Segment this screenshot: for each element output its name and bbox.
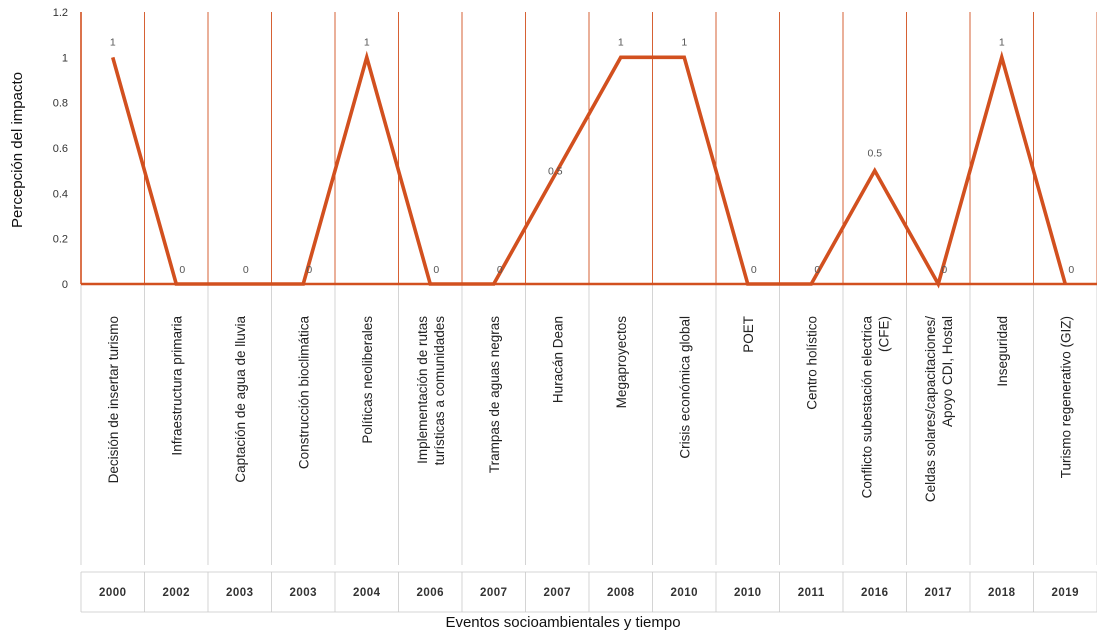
category-label: turísticas a comunidades xyxy=(432,316,447,466)
data-label: 1 xyxy=(681,36,687,48)
y-tick-label: 0.4 xyxy=(53,188,68,200)
year-label: 2016 xyxy=(861,587,889,599)
category-label: Trampas de aguas negras xyxy=(487,316,502,473)
category-label: Captación de agua de lluvia xyxy=(233,316,248,483)
category-label: Decisión de insertar turismo xyxy=(106,316,121,483)
category-label: Centro holístico xyxy=(804,316,819,410)
data-labels: 1 0 0 0 1 0 0 0.5 1 1 0 0 0.5 0 1 0 xyxy=(110,36,1075,276)
data-label: 0 xyxy=(497,264,503,276)
category-label: Infraestructura primaria xyxy=(169,316,184,456)
category-label: Turismo regenerativo (GIZ) xyxy=(1058,316,1073,478)
category-labels: Decisión de insertar turismo Infraestruct… xyxy=(106,316,1074,503)
year-label: 2003 xyxy=(226,587,254,599)
data-label: 0 xyxy=(306,264,312,276)
y-tick-labels: 0 0.2 0.4 0.6 0.8 1 1.2 xyxy=(53,7,68,291)
series-line-group xyxy=(111,50,1067,289)
data-label: 0 xyxy=(941,264,947,276)
category-label: Construcción bioclimática xyxy=(296,316,311,470)
category-label: Políticas neoliberales xyxy=(360,316,375,444)
data-label: 0 xyxy=(1068,264,1074,276)
year-label: 2006 xyxy=(416,587,444,599)
data-label: 0 xyxy=(814,264,820,276)
y-tick-label: 1.2 xyxy=(53,7,68,19)
series-line xyxy=(111,50,1067,289)
category-label: Apoyo CDI, Hostal xyxy=(940,316,955,427)
year-label: 2011 xyxy=(798,587,825,599)
category-label: Crisis económica global xyxy=(677,316,692,459)
year-label: 2017 xyxy=(924,587,952,599)
category-label: Conflicto subestación electrica xyxy=(859,316,874,499)
data-label: 0.5 xyxy=(867,148,882,160)
data-label: 0 xyxy=(433,264,439,276)
category-label: (CFE) xyxy=(876,316,891,352)
data-label: 1 xyxy=(618,36,624,48)
category-label: Megaproyectos xyxy=(614,316,629,409)
category-label: Celdas solares/capacitaciones/ xyxy=(923,316,938,502)
year-label: 2007 xyxy=(543,587,571,599)
category-label: Implementación de rutas xyxy=(415,316,430,464)
year-label: 2000 xyxy=(99,587,127,599)
y-axis-title: Percepción del impacto xyxy=(9,72,26,228)
year-label: 2008 xyxy=(607,587,635,599)
y-tick-label: 0.2 xyxy=(53,234,68,246)
grid-lines xyxy=(80,12,1097,613)
data-label: 0.5 xyxy=(548,166,563,178)
year-label: 2010 xyxy=(734,587,762,599)
y-tick-label: 0 xyxy=(62,279,68,291)
y-tick-label: 0.6 xyxy=(53,143,68,155)
category-label: POET xyxy=(741,316,756,353)
data-label: 0 xyxy=(751,264,757,276)
year-label: 2019 xyxy=(1051,587,1079,599)
year-label: 2007 xyxy=(480,587,508,599)
year-label: 2010 xyxy=(670,587,698,599)
data-label: 1 xyxy=(110,36,116,48)
year-labels: 2000 2002 2003 2003 2004 2006 2007 2007 2008 2010… xyxy=(99,587,1079,599)
y-tick-label: 0.8 xyxy=(53,98,68,110)
data-label: 0 xyxy=(179,264,185,276)
category-label: Huracán Dean xyxy=(550,316,565,403)
year-label: 2004 xyxy=(353,587,381,599)
year-label: 2002 xyxy=(162,587,190,599)
data-label: 1 xyxy=(999,36,1005,48)
data-label: 1 xyxy=(364,36,370,48)
category-label: Inseguridad xyxy=(995,316,1010,387)
data-label: 0 xyxy=(243,264,249,276)
x-axis-title: Eventos socioambientales y tiempo xyxy=(445,614,680,631)
y-tick-label: 1 xyxy=(62,52,68,64)
year-label: 2003 xyxy=(289,587,317,599)
year-label: 2018 xyxy=(988,587,1016,599)
